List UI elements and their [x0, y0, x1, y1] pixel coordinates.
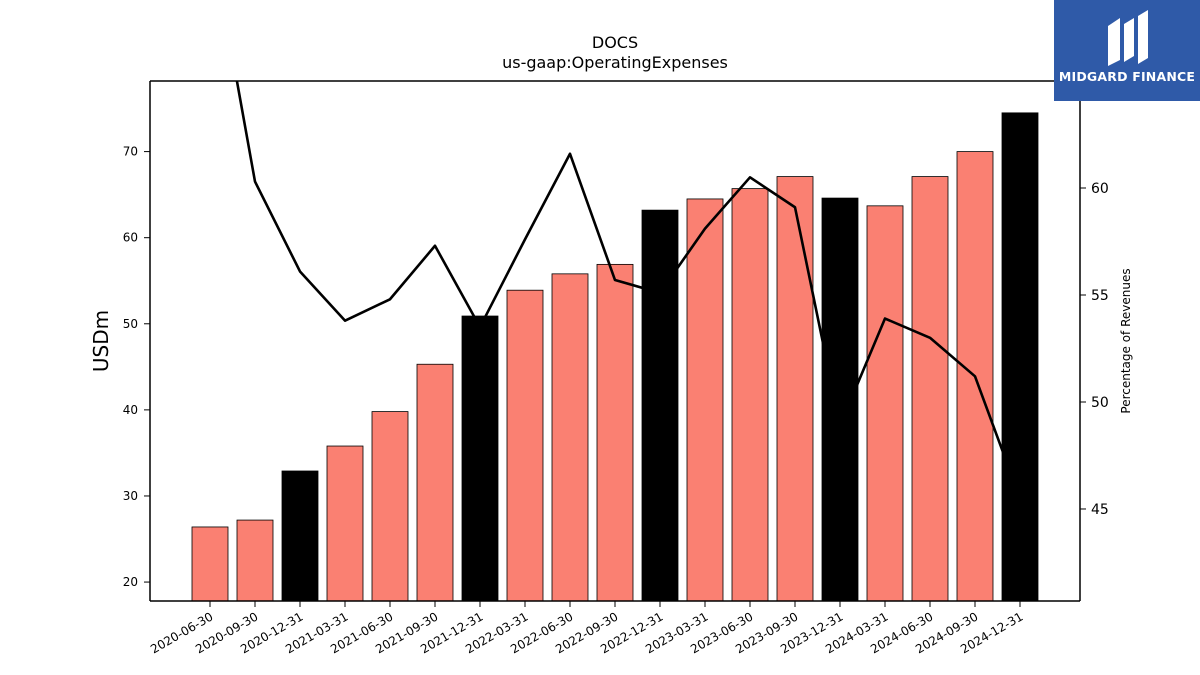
brand-logo: MIDGARD FINANCE	[1054, 0, 1200, 101]
bar-2021-09-30	[416, 363, 454, 602]
y-tick-label-70: 70	[123, 145, 138, 159]
y-axis-label-left: USDm	[89, 310, 113, 372]
bar-2021-03-31	[326, 445, 364, 602]
y-right-tick-label-50: 50	[1091, 395, 1109, 411]
bar-2020-06-30	[191, 526, 229, 602]
bar-2022-03-31	[506, 289, 544, 602]
bar-2024-12-31	[1001, 112, 1039, 602]
bar-2024-03-31	[866, 205, 904, 602]
y-right-tick-label-45: 45	[1091, 502, 1109, 518]
bar-2023-06-30	[731, 188, 769, 602]
bar-2020-12-31	[281, 470, 319, 602]
logo-mark-icon	[1108, 10, 1148, 66]
bar-2022-12-31	[641, 209, 679, 602]
bar-2023-12-31	[821, 197, 859, 602]
bar-2023-03-31	[686, 198, 724, 602]
bar-2024-06-30	[911, 176, 949, 602]
y-tick-label-20: 20	[123, 575, 138, 589]
bar-2020-09-30	[236, 519, 274, 602]
y-tick-label-50: 50	[123, 317, 138, 331]
bar-2021-12-31	[461, 315, 499, 602]
bar-2022-09-30	[596, 263, 634, 602]
percentage-line	[235, 81, 1022, 499]
y-tick-label-30: 30	[123, 489, 138, 503]
bar-2022-06-30	[551, 273, 589, 602]
bar-series	[191, 112, 1039, 602]
chart-subtitle: us-gaap:OperatingExpenses	[502, 53, 728, 72]
bar-2021-06-30	[371, 411, 409, 602]
y-right-tick-label-55: 55	[1091, 288, 1109, 304]
y-axis-label-right: Percentage of Revenues	[1119, 268, 1133, 413]
line-series	[235, 81, 1022, 499]
bar-2023-09-30	[776, 176, 814, 602]
chart-title: DOCS	[592, 33, 638, 52]
y-right-tick-label-60: 60	[1091, 181, 1109, 197]
y-tick-label-60: 60	[123, 231, 138, 245]
logo-text: MIDGARD FINANCE	[1058, 69, 1196, 84]
y-tick-label-40: 40	[123, 403, 138, 417]
